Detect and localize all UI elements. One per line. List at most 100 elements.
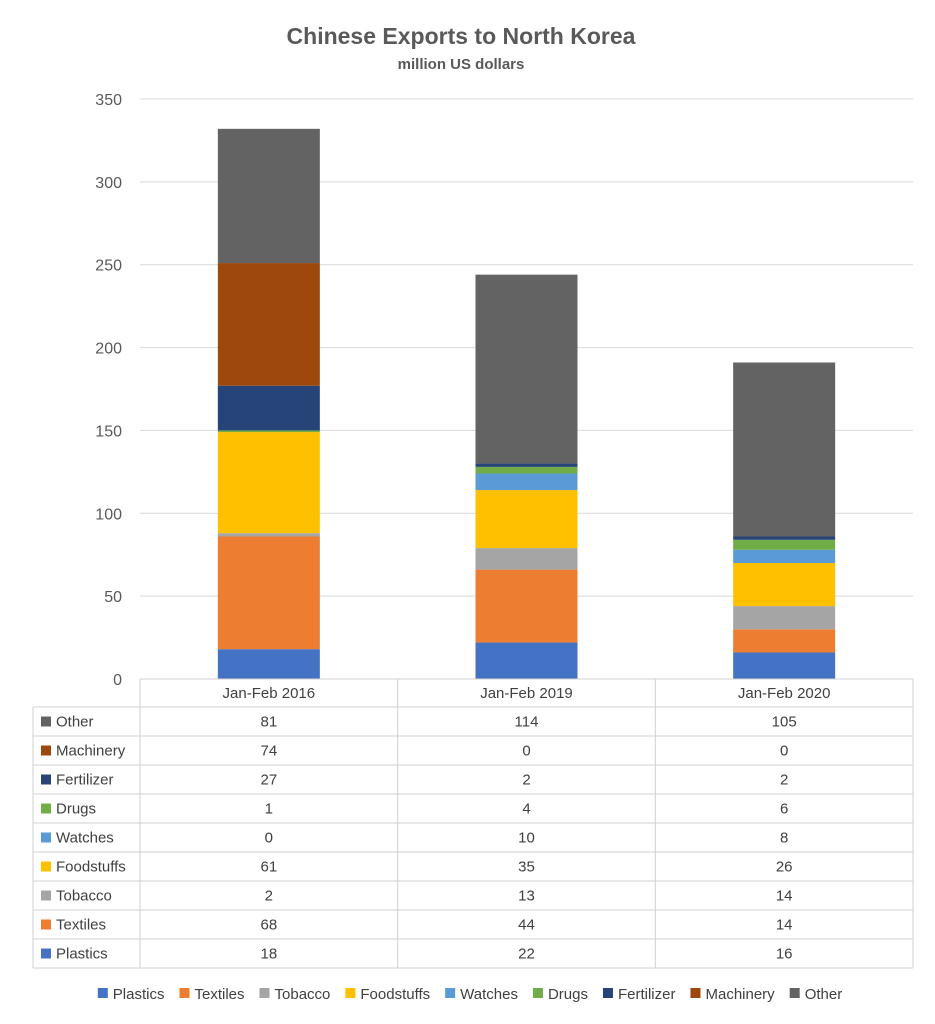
legend-label-drugs: Drugs	[548, 986, 588, 1003]
data-label-foodstuffs-jan-feb-2020: 26	[776, 859, 793, 876]
table-key-textiles	[41, 919, 51, 930]
bar-foodstuffs-jan-feb-2020	[733, 563, 836, 607]
y-tick-label-200: 200	[95, 341, 122, 358]
legend-label-machinery: Machinery	[705, 986, 775, 1003]
legend-swatch-foodstuffs	[345, 988, 356, 998]
bar-other-jan-feb-2019	[475, 274, 578, 464]
data-label-fertilizer-jan-feb-2020: 2	[780, 772, 788, 789]
bar-drugs-jan-feb-2019	[475, 466, 578, 474]
table-key-drugs	[41, 803, 51, 814]
bar-tobacco-jan-feb-2020	[733, 606, 836, 630]
table-key-other	[41, 716, 51, 727]
table-row-label-textiles: Textiles	[56, 917, 106, 934]
data-label-machinery-jan-feb-2020: 0	[780, 743, 788, 760]
table-row-label-machinery: Machinery	[56, 743, 126, 760]
bar-plastics-jan-feb-2016	[217, 649, 320, 679]
data-label-fertilizer-jan-feb-2016: 27	[260, 772, 277, 789]
data-label-watches-jan-feb-2016: 0	[265, 830, 273, 847]
data-label-tobacco-jan-feb-2020: 14	[776, 888, 793, 905]
bar-watches-jan-feb-2019	[475, 473, 578, 491]
table-key-foodstuffs	[41, 861, 51, 872]
legend-swatch-machinery	[690, 988, 701, 998]
data-label-drugs-jan-feb-2020: 6	[780, 801, 788, 818]
legend-label-foodstuffs: Foodstuffs	[360, 986, 430, 1003]
y-tick-label-50: 50	[104, 589, 122, 606]
data-label-foodstuffs-jan-feb-2016: 61	[260, 859, 277, 876]
bar-plastics-jan-feb-2019	[475, 642, 578, 679]
data-label-textiles-jan-feb-2019: 44	[518, 917, 535, 934]
bar-textiles-jan-feb-2019	[475, 569, 578, 643]
bar-textiles-jan-feb-2020	[733, 629, 836, 653]
legend-label-other: Other	[805, 986, 843, 1003]
bar-other-jan-feb-2016	[217, 128, 320, 264]
data-label-watches-jan-feb-2020: 8	[780, 830, 788, 847]
y-tick-label-250: 250	[95, 258, 122, 275]
table-row-label-other: Other	[56, 714, 94, 731]
data-label-tobacco-jan-feb-2019: 13	[518, 888, 535, 905]
table-row-label-watches: Watches	[56, 830, 114, 847]
y-tick-label-150: 150	[95, 423, 122, 440]
data-label-drugs-jan-feb-2019: 4	[522, 801, 530, 818]
data-label-textiles-jan-feb-2016: 68	[260, 917, 277, 934]
legend-label-textiles: Textiles	[194, 986, 244, 1003]
legend-swatch-tobacco	[259, 988, 270, 998]
legend-swatch-fertilizer	[602, 988, 613, 998]
table-row-label-plastics: Plastics	[56, 946, 108, 963]
bar-plastics-jan-feb-2020	[733, 652, 836, 679]
x-tick-label-jan-feb-2020: Jan-Feb 2020	[738, 685, 831, 702]
legend-swatch-textiles	[179, 988, 190, 998]
table-key-watches	[41, 832, 51, 843]
table-key-plastics	[41, 948, 51, 959]
bar-machinery-jan-feb-2016	[217, 263, 320, 386]
y-tick-label-0: 0	[113, 672, 122, 689]
table-key-tobacco	[41, 890, 51, 901]
bar-fertilizer-jan-feb-2016	[217, 385, 320, 431]
data-label-fertilizer-jan-feb-2019: 2	[522, 772, 530, 789]
table-row-label-tobacco: Tobacco	[56, 888, 112, 905]
data-label-textiles-jan-feb-2020: 14	[776, 917, 793, 934]
bar-foodstuffs-jan-feb-2016	[217, 432, 320, 534]
data-label-drugs-jan-feb-2016: 1	[265, 801, 273, 818]
legend-label-plastics: Plastics	[113, 986, 165, 1003]
bar-fertilizer-jan-feb-2019	[475, 463, 578, 467]
table-key-machinery	[41, 745, 51, 756]
legend-swatch-watches	[445, 988, 456, 998]
bar-tobacco-jan-feb-2019	[475, 548, 578, 570]
data-label-other-jan-feb-2016: 81	[260, 714, 277, 731]
legend-label-tobacco: Tobacco	[275, 986, 331, 1003]
legend-swatch-plastics	[97, 988, 108, 998]
bar-drugs-jan-feb-2016	[217, 430, 320, 433]
table-row-label-foodstuffs: Foodstuffs	[56, 859, 126, 876]
data-label-plastics-jan-feb-2020: 16	[776, 946, 793, 963]
legend-swatch-other	[789, 988, 800, 998]
legend: Plastics Textiles Tobacco Foodstuffs Watches…	[97, 986, 843, 1003]
bar-textiles-jan-feb-2016	[217, 536, 320, 650]
legend-swatch-drugs	[532, 988, 543, 998]
y-tick-label-350: 350	[95, 92, 122, 109]
bars	[217, 128, 836, 679]
bar-tobacco-jan-feb-2016	[217, 533, 320, 537]
legend-label-fertilizer: Fertilizer	[618, 986, 676, 1003]
bar-other-jan-feb-2020	[733, 362, 836, 537]
x-tick-label-jan-feb-2016: Jan-Feb 2016	[223, 685, 316, 702]
bar-fertilizer-jan-feb-2020	[733, 536, 836, 540]
data-label-machinery-jan-feb-2019: 0	[522, 743, 530, 760]
chart-title: Chinese Exports to North Korea	[287, 23, 636, 49]
y-tick-label-100: 100	[95, 506, 122, 523]
chart-subtitle: million US dollars	[398, 56, 525, 73]
data-table: Jan-Feb 2016 Jan-Feb 2019 Jan-Feb 2020 Othe…	[32, 678, 914, 969]
data-label-machinery-jan-feb-2016: 74	[260, 743, 277, 760]
bar-foodstuffs-jan-feb-2019	[475, 490, 578, 549]
data-label-watches-jan-feb-2019: 10	[518, 830, 535, 847]
table-key-fertilizer	[41, 774, 51, 785]
data-label-plastics-jan-feb-2016: 18	[260, 946, 277, 963]
table-row-label-drugs: Drugs	[56, 801, 96, 818]
data-label-tobacco-jan-feb-2016: 2	[265, 888, 273, 905]
bar-drugs-jan-feb-2020	[733, 539, 836, 550]
data-label-other-jan-feb-2019: 114	[515, 714, 539, 731]
data-label-foodstuffs-jan-feb-2019: 35	[518, 859, 535, 876]
bar-watches-jan-feb-2020	[733, 549, 836, 563]
y-axis-tick-labels: 0 50 100 150 200 250 300 350	[95, 92, 122, 689]
legend-label-watches: Watches	[460, 986, 518, 1003]
table-row-label-fertilizer: Fertilizer	[56, 772, 114, 789]
